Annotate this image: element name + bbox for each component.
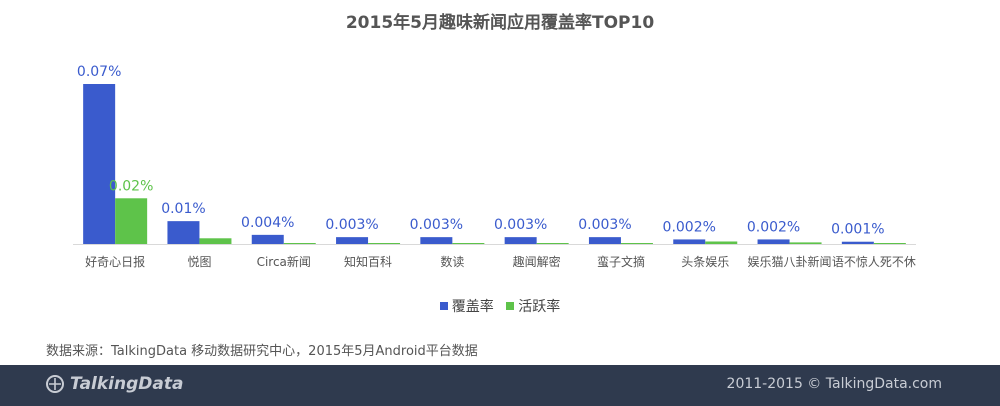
legend-label-coverage: 覆盖率 bbox=[451, 299, 494, 315]
category-label-4: 数读 bbox=[440, 254, 464, 269]
category-label-5: 趣闻解密 bbox=[513, 254, 561, 269]
data-label-coverage-6: 0.003% bbox=[578, 217, 631, 233]
bar-coverage-7 bbox=[673, 239, 706, 244]
bar-active-0 bbox=[115, 198, 148, 244]
legend-item-active: 活跃率 bbox=[506, 296, 560, 316]
bar-chart: 0.07% 0.02% 好奇心日报 0.01% 悦图 0.004% Circa新闻 0.003… bbox=[73, 64, 916, 269]
bar-active-3 bbox=[368, 243, 401, 244]
legend-swatch-active bbox=[506, 302, 515, 310]
bar-coverage-4 bbox=[420, 237, 453, 244]
bar-active-9 bbox=[873, 243, 906, 244]
category-label-7: 头条娱乐 bbox=[681, 255, 729, 269]
bar-active-1 bbox=[199, 238, 232, 244]
bar-active-2 bbox=[283, 243, 316, 244]
category-label-1: 悦图 bbox=[187, 255, 211, 269]
bar-active-6 bbox=[620, 243, 653, 244]
data-label-coverage-9: 0.001% bbox=[831, 222, 884, 238]
bar-coverage-2 bbox=[251, 234, 284, 244]
bar-active-4 bbox=[452, 243, 485, 244]
bar-coverage-5 bbox=[504, 237, 537, 244]
data-label-coverage-5: 0.003% bbox=[494, 217, 547, 233]
category-label-0: 好奇心日报 bbox=[85, 254, 145, 269]
legend-item-coverage: 覆盖率 bbox=[439, 296, 494, 316]
bar-coverage-0 bbox=[83, 84, 116, 244]
chart-title: 2015年5月趣味新闻应用覆盖率TOP10 bbox=[345, 13, 655, 33]
legend-label-active: 活跃率 bbox=[518, 299, 561, 315]
category-label-3: 知知百科 bbox=[344, 255, 392, 269]
data-label-active-0: 0.02% bbox=[109, 178, 153, 194]
data-label-coverage-8: 0.002% bbox=[747, 219, 800, 235]
bar-coverage-9 bbox=[841, 241, 874, 244]
copyright-text: 2011-2015 © TalkingData.com bbox=[726, 376, 942, 392]
data-label-coverage-3: 0.003% bbox=[325, 217, 378, 233]
data-label-coverage-4: 0.003% bbox=[410, 217, 463, 233]
data-source-note: 数据来源：TalkingData 移动数据研究中心，2015年5月Android… bbox=[46, 344, 478, 359]
bar-active-7 bbox=[705, 241, 738, 244]
talkingdata-logo-icon bbox=[46, 375, 64, 393]
bar-coverage-3 bbox=[336, 237, 369, 244]
data-label-coverage-1: 0.01% bbox=[161, 201, 205, 217]
data-label-coverage-7: 0.002% bbox=[663, 219, 716, 235]
chart-legend: 覆盖率 活跃率 bbox=[0, 296, 1000, 316]
category-label-8: 娱乐猫八卦新闻 bbox=[748, 254, 832, 269]
brand-logo[interactable]: TalkingData bbox=[46, 374, 183, 394]
category-label-9: 语不惊人死不休 bbox=[832, 254, 916, 269]
category-label-6: 蛮子文摘 bbox=[597, 254, 645, 269]
brand-name: TalkingData bbox=[70, 374, 184, 394]
category-label-2: Circa新闻 bbox=[257, 254, 311, 269]
data-label-coverage-0: 0.07% bbox=[77, 64, 121, 80]
footer-bar: TalkingData 2011-2015 © TalkingData.com bbox=[0, 365, 1000, 406]
bar-active-5 bbox=[536, 243, 569, 244]
bar-coverage-1 bbox=[167, 221, 200, 244]
bar-active-8 bbox=[789, 242, 822, 244]
bar-coverage-6 bbox=[588, 237, 621, 244]
bar-coverage-8 bbox=[757, 239, 790, 244]
data-label-coverage-2: 0.004% bbox=[241, 215, 294, 231]
legend-swatch-coverage bbox=[439, 302, 448, 310]
